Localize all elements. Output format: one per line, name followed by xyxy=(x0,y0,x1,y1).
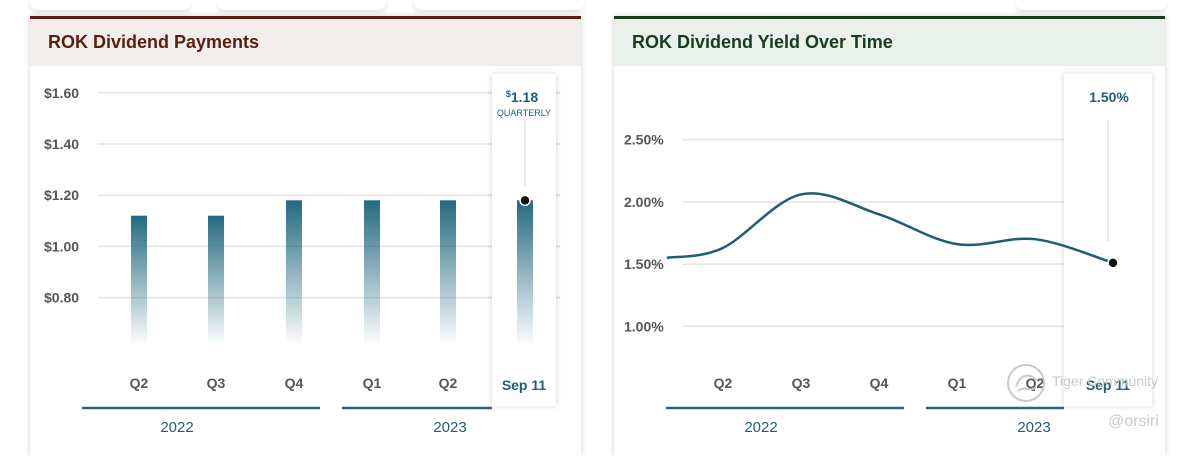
year-label: 2022 xyxy=(744,419,777,436)
top-tab-2 xyxy=(218,0,386,10)
y-tick-label: 1.50% xyxy=(624,256,664,272)
top-tab-3 xyxy=(414,0,584,10)
watermark-brand: Tiger Community xyxy=(1052,373,1159,389)
x-tick-label: Q4 xyxy=(870,375,889,391)
dividend-payments-chart: $1.60 $1.40 $1.20 $1.00 $0.80 $1.18 QUARTERL… xyxy=(44,74,560,436)
year-label: 2023 xyxy=(1017,419,1050,436)
x-tick-label: Q1 xyxy=(363,375,382,391)
y-tick-label: $1.60 xyxy=(44,85,79,101)
x-tick-label: Q2 xyxy=(130,375,149,391)
watermark-logo-icon xyxy=(1006,363,1046,403)
x-tick-label: Q4 xyxy=(285,375,304,391)
x-tick-label: Q3 xyxy=(207,375,226,391)
x-tick-label: Q2 xyxy=(1026,375,1045,391)
dividend-bar xyxy=(440,200,456,346)
dividend-bar xyxy=(131,215,147,346)
top-tab-4 xyxy=(1016,0,1166,10)
highlight-value: $1.18 xyxy=(506,89,538,105)
watermark-handle: @orsiri xyxy=(1108,413,1159,430)
highlight-dot xyxy=(519,194,531,207)
dividend-bar xyxy=(364,200,380,346)
y-tick-label: 2.50% xyxy=(624,132,664,148)
y-tick-label: 2.00% xyxy=(624,194,664,210)
yield-line xyxy=(666,192,1114,265)
dividend-yield-title: ROK Dividend Yield Over Time xyxy=(614,16,1165,66)
highlight-dot xyxy=(1107,257,1119,269)
x-tick-label: Q1 xyxy=(948,375,967,391)
x-tick-label: Q2 xyxy=(439,375,458,391)
y-tick-label: $1.00 xyxy=(44,238,79,254)
y-tick-label: $0.80 xyxy=(44,290,79,306)
y-tick-label: $1.20 xyxy=(44,187,79,203)
dividend-payments-title: ROK Dividend Payments xyxy=(30,16,581,66)
year-label: 2022 xyxy=(160,419,193,436)
y-tick-label: $1.40 xyxy=(44,136,79,152)
year-label: 2023 xyxy=(433,419,466,436)
highlight-value-number: 1.18 xyxy=(511,89,538,105)
highlight-bar xyxy=(517,200,533,346)
dividend-yield-panel: ROK Dividend Yield Over Time 2.50% 2.00% 1… xyxy=(614,16,1165,456)
x-tick-label: Q2 xyxy=(714,375,733,391)
dividend-bar xyxy=(208,215,224,346)
dividend-yield-chart: 2.50% 2.00% 1.50% 1.00% 1.50% Sep 11 Q2 Q3 Q4… xyxy=(624,74,1152,436)
highlight-value: 1.50% xyxy=(1089,89,1129,105)
highlight-sublabel: QUARTERLY xyxy=(497,108,551,118)
highlight-date-label: Sep 11 xyxy=(1086,377,1131,393)
y-tick-label: 1.00% xyxy=(624,318,664,334)
highlight-value-prefix: $ xyxy=(506,89,511,99)
dividend-bar xyxy=(286,200,302,346)
highlight-date-label: Sep 11 xyxy=(502,377,547,393)
dividend-payments-panel: ROK Dividend Payments $1.60 $1.40 $1.20 $1.… xyxy=(30,16,581,456)
top-tab-1 xyxy=(30,0,190,10)
x-tick-label: Q3 xyxy=(792,375,811,391)
